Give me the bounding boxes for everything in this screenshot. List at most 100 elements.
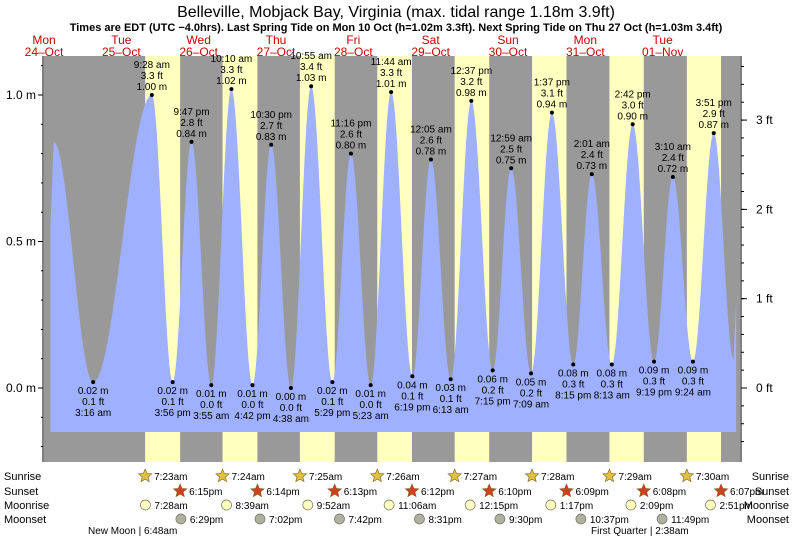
high-tide-feet: 3.3 ft — [380, 68, 402, 79]
moonrise-icon — [705, 499, 716, 511]
sunrise-row-label-right: Sunrise — [752, 471, 789, 483]
low-tide-time: 9:24 am — [675, 388, 711, 399]
day-date-label: 24–Oct — [25, 45, 64, 59]
high-tide-feet: 2.6 ft — [420, 135, 442, 146]
moonrise-row-label-right: Moonrise — [744, 500, 789, 512]
moonrise-time: 12:15pm — [479, 501, 518, 512]
high-tide-meters: 1.01 m — [376, 79, 407, 90]
low-tide-feet: 0.3 ft — [601, 380, 623, 391]
sunrise-time: 7:28am — [541, 472, 574, 483]
sunset-time: 6:15pm — [189, 487, 222, 498]
high-tide-feet: 2.4 ft — [581, 150, 603, 161]
moonrise-time: 9:52am — [317, 501, 350, 512]
low-tide-feet: 0.3 ft — [562, 380, 584, 391]
high-tide-point — [711, 131, 716, 136]
sunset-row-label-right: Sunset — [755, 486, 789, 498]
high-tide-feet: 2.6 ft — [340, 130, 362, 141]
low-tide-point — [490, 368, 495, 373]
moonset-time: 10:37pm — [590, 515, 629, 526]
low-tide-time: 7:09 am — [513, 399, 549, 410]
high-tide-meters: 1.00 m — [137, 82, 168, 93]
low-tide-point — [250, 383, 255, 388]
high-tide-feet: 3.1 ft — [541, 89, 563, 100]
high-tide-feet: 2.5 ft — [500, 144, 522, 155]
moonrise-row-label-left: Moonrise — [4, 500, 49, 512]
high-tide-time: 11:16 pm — [330, 119, 371, 130]
moonset-time: 8:31pm — [428, 515, 461, 526]
low-tide-point — [368, 383, 373, 388]
day-name-label: Mon — [32, 33, 55, 47]
low-tide-point — [571, 362, 576, 367]
low-tide-point — [209, 383, 214, 388]
sunset-time: 6:08pm — [653, 487, 686, 498]
day-date-label: 31–Oct — [566, 45, 605, 59]
sunset-time: 6:14pm — [266, 487, 299, 498]
high-tide-feet: 2.8 ft — [180, 118, 202, 129]
low-tide-point — [652, 359, 657, 364]
low-tide-time: 5:29 pm — [314, 408, 350, 419]
moonrise-icon — [302, 499, 314, 511]
sunrise-time: 7:23am — [154, 472, 187, 483]
sunset-icon — [713, 483, 729, 498]
high-tide-time: 2:42 pm — [615, 89, 651, 100]
high-tide-point — [269, 142, 274, 147]
high-tide-feet: 3.4 ft — [300, 62, 322, 73]
high-tide-feet: 3.2 ft — [460, 77, 482, 88]
day-name-label: Sun — [497, 33, 518, 47]
low-tide-time: 3:16 am — [75, 408, 111, 419]
sunset-icon — [250, 483, 265, 498]
low-tide-feet: 0.1 ft — [321, 397, 343, 408]
first-quarter-note: First Quarter | 2:38am — [591, 526, 689, 537]
high-tide-feet: 3.3 ft — [220, 65, 242, 76]
sunrise-icon — [679, 468, 695, 483]
chart-subtitle: Times are EDT (UTC −4.0hrs). Last Spring… — [70, 22, 723, 34]
moonset-icon — [656, 513, 668, 525]
sunset-icon — [327, 483, 343, 498]
high-tide-feet: 3.3 ft — [141, 71, 163, 82]
low-tide-meters: 0.01 m — [196, 389, 227, 400]
moonset-time: 9:30pm — [509, 515, 542, 526]
low-tide-feet: 0.3 ft — [682, 377, 704, 388]
high-tide-time: 10:10 am — [211, 54, 253, 65]
moonset-row-label-right: Moonset — [747, 514, 789, 526]
moonrise-icon — [625, 499, 637, 511]
low-tide-meters: 0.02 m — [78, 386, 109, 397]
moonset-time: 7:02pm — [269, 515, 302, 526]
high-tide-point — [428, 157, 433, 162]
low-tide-time: 6:19 pm — [394, 402, 430, 413]
day-date-label: 25–Oct — [102, 45, 141, 59]
day-name-label: Tue — [653, 33, 674, 47]
day-labels: Mon24–OctTue25–OctWed26–OctThu27–OctFri2… — [25, 33, 684, 59]
high-tide-feet: 2.7 ft — [260, 121, 282, 132]
high-tide-meters: 0.87 m — [698, 120, 729, 131]
high-tide-point — [630, 122, 635, 127]
moonset-time: 7:42pm — [348, 515, 381, 526]
low-tide-feet: 0.0 ft — [200, 400, 222, 411]
moonrise-icon — [383, 499, 395, 511]
sunrise-time: 7:27am — [464, 472, 497, 483]
sunrise-icon — [447, 468, 463, 483]
high-tide-feet: 2.4 ft — [662, 153, 684, 164]
day-name-label: Fri — [346, 33, 360, 47]
low-tide-point — [609, 362, 614, 367]
sunset-icon — [172, 483, 188, 498]
low-tide-point — [170, 380, 175, 385]
low-tide-meters: 0.08 m — [558, 369, 589, 380]
low-tide-meters: 0.03 m — [435, 383, 466, 394]
low-tide-time: 3:56 pm — [155, 408, 191, 419]
day-date-label: 27–Oct — [257, 45, 296, 59]
day-date-label: 29–Oct — [411, 45, 450, 59]
low-tide-time: 9:19 pm — [636, 388, 672, 399]
low-tide-point — [448, 377, 453, 382]
moonset-icon — [254, 513, 266, 525]
low-tide-time: 3:55 am — [193, 411, 229, 422]
high-tide-point — [389, 90, 394, 95]
high-tide-time: 9:28 am — [134, 60, 170, 71]
high-tide-point — [229, 87, 234, 92]
high-tide-point — [469, 98, 474, 103]
sunset-icon — [636, 483, 652, 498]
sunrise-icon — [137, 468, 153, 483]
left-axis-tick-label: 0.5 m — [6, 235, 36, 249]
high-tide-meters: 0.78 m — [416, 146, 447, 157]
tide-curve — [50, 86, 737, 433]
